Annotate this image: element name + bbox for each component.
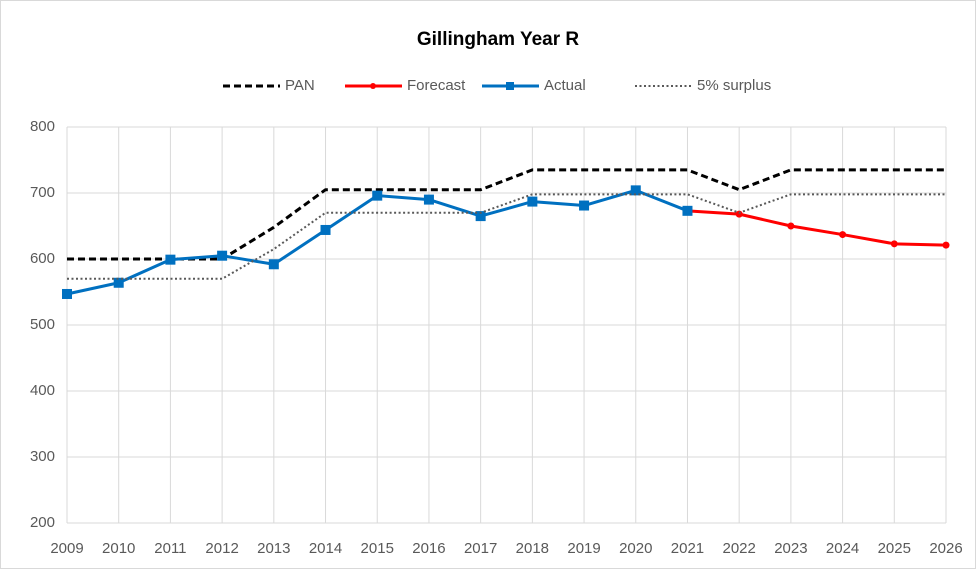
data-point [787, 222, 795, 230]
series-line [67, 168, 946, 261]
x-tick-label: 2015 [361, 540, 394, 557]
data-point [682, 205, 693, 216]
data-point [839, 231, 847, 239]
data-point [527, 196, 538, 207]
x-tick-label: 2011 [154, 540, 186, 557]
y-tick-label: 300 [30, 448, 55, 465]
data-point [735, 210, 743, 218]
y-tick-label: 600 [30, 250, 55, 267]
x-tick-label: 2012 [205, 540, 238, 557]
legend-label: Forecast [407, 77, 466, 94]
data-point [268, 259, 279, 270]
data-point [113, 277, 124, 288]
chart-title: Gillingham Year R [417, 29, 580, 50]
legend-label: PAN [285, 77, 315, 94]
series-line [67, 193, 946, 280]
x-tick-label: 2024 [826, 540, 859, 557]
y-tick-label: 200 [30, 514, 55, 531]
y-tick-label: 800 [30, 118, 55, 135]
x-tick-label: 2013 [257, 540, 290, 557]
data-point [372, 190, 383, 201]
legend-label: Actual [544, 77, 586, 94]
data-point [475, 211, 486, 222]
x-tick-label: 2026 [929, 540, 962, 557]
x-tick-label: 2022 [722, 540, 755, 557]
x-tick-label: 2020 [619, 540, 652, 557]
legend-marker [370, 83, 376, 89]
x-tick-label: 2017 [464, 540, 497, 557]
data-point [630, 185, 641, 196]
data-point [942, 241, 950, 249]
data-point [62, 288, 72, 299]
y-tick-label: 400 [30, 382, 55, 399]
x-tick-label: 2009 [50, 540, 83, 557]
data-point [320, 224, 331, 235]
y-tick-label: 500 [30, 316, 55, 333]
legend-marker [506, 82, 514, 90]
data-point [579, 200, 590, 211]
series-line [687, 209, 947, 247]
x-tick-label: 2025 [878, 540, 911, 557]
y-tick-label: 700 [30, 184, 55, 201]
x-tick-label: 2019 [567, 540, 600, 557]
data-point [890, 240, 898, 248]
data-point [423, 194, 434, 205]
data-point [165, 254, 176, 265]
x-tick-label: 2014 [309, 540, 342, 557]
x-tick-label: 2018 [516, 540, 549, 557]
x-tick-label: 2021 [671, 540, 704, 557]
legend-label: 5% surplus [697, 77, 771, 94]
data-point [217, 250, 228, 261]
x-tick-label: 2023 [774, 540, 807, 557]
x-tick-label: 2010 [102, 540, 135, 557]
x-tick-label: 2016 [412, 540, 445, 557]
